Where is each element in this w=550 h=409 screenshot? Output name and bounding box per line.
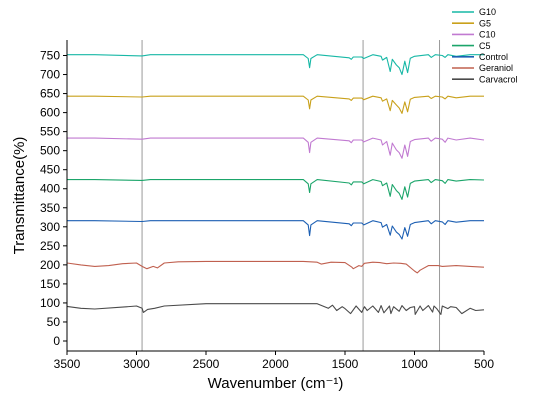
x-ticks: 3500 3000 2500 2000 1500 1000 500 xyxy=(54,351,494,371)
y-tick-label: 100 xyxy=(40,296,60,310)
y-tick-label: 300 xyxy=(40,220,60,234)
y-tick-label: 650 xyxy=(40,87,60,101)
y-tick-label: 550 xyxy=(40,125,60,139)
x-tick-label: 500 xyxy=(474,357,494,371)
x-tick-label: 1000 xyxy=(401,357,428,371)
y-ticks: 0 50 100 150 200 250 300 350 400 450 500 550 600 650 7… xyxy=(40,49,67,348)
y-tick-label: 500 xyxy=(40,144,60,158)
y-tick-label: 350 xyxy=(40,201,60,215)
series-layer xyxy=(66,54,485,315)
legend-label: Control xyxy=(479,52,508,62)
y-tick-label: 150 xyxy=(40,277,60,291)
y-tick-label: 200 xyxy=(40,258,60,272)
series-line-geraniol xyxy=(66,260,485,274)
x-tick-label: 2000 xyxy=(262,357,289,371)
series-line-carvacrol xyxy=(66,303,485,315)
y-tick-label: 250 xyxy=(40,239,60,253)
x-tick-label: 3000 xyxy=(123,357,150,371)
reference-lines xyxy=(141,40,441,351)
series-line-c10 xyxy=(67,137,485,159)
y-tick-label: 750 xyxy=(40,49,60,63)
series-line-control xyxy=(67,220,484,240)
x-tick-label: 1500 xyxy=(332,357,359,371)
series-line-g10 xyxy=(67,54,484,76)
legend-label: G10 xyxy=(479,7,496,17)
legend-label: G5 xyxy=(479,18,491,28)
legend-label: Geraniol xyxy=(479,63,513,73)
y-tick-label: 450 xyxy=(40,163,60,177)
y-tick-label: 400 xyxy=(40,182,60,196)
y-tick-label: 700 xyxy=(40,68,60,82)
series-line-g5 xyxy=(67,95,484,114)
series-line-c5 xyxy=(67,179,485,200)
legend-label: Carvacrol xyxy=(479,74,518,84)
x-tick-label: 3500 xyxy=(54,357,81,371)
y-tick-label: 50 xyxy=(47,315,61,329)
axes xyxy=(66,40,484,352)
legend-label: C10 xyxy=(479,30,496,40)
legend-label: C5 xyxy=(479,41,491,51)
y-tick-label: 600 xyxy=(40,106,60,120)
y-axis-title: Transmittance(%) xyxy=(11,137,28,255)
x-axis-title: Wavenumber (cm⁻¹) xyxy=(208,375,344,392)
y-tick-label: 0 xyxy=(53,334,60,348)
x-tick-label: 2500 xyxy=(193,357,220,371)
